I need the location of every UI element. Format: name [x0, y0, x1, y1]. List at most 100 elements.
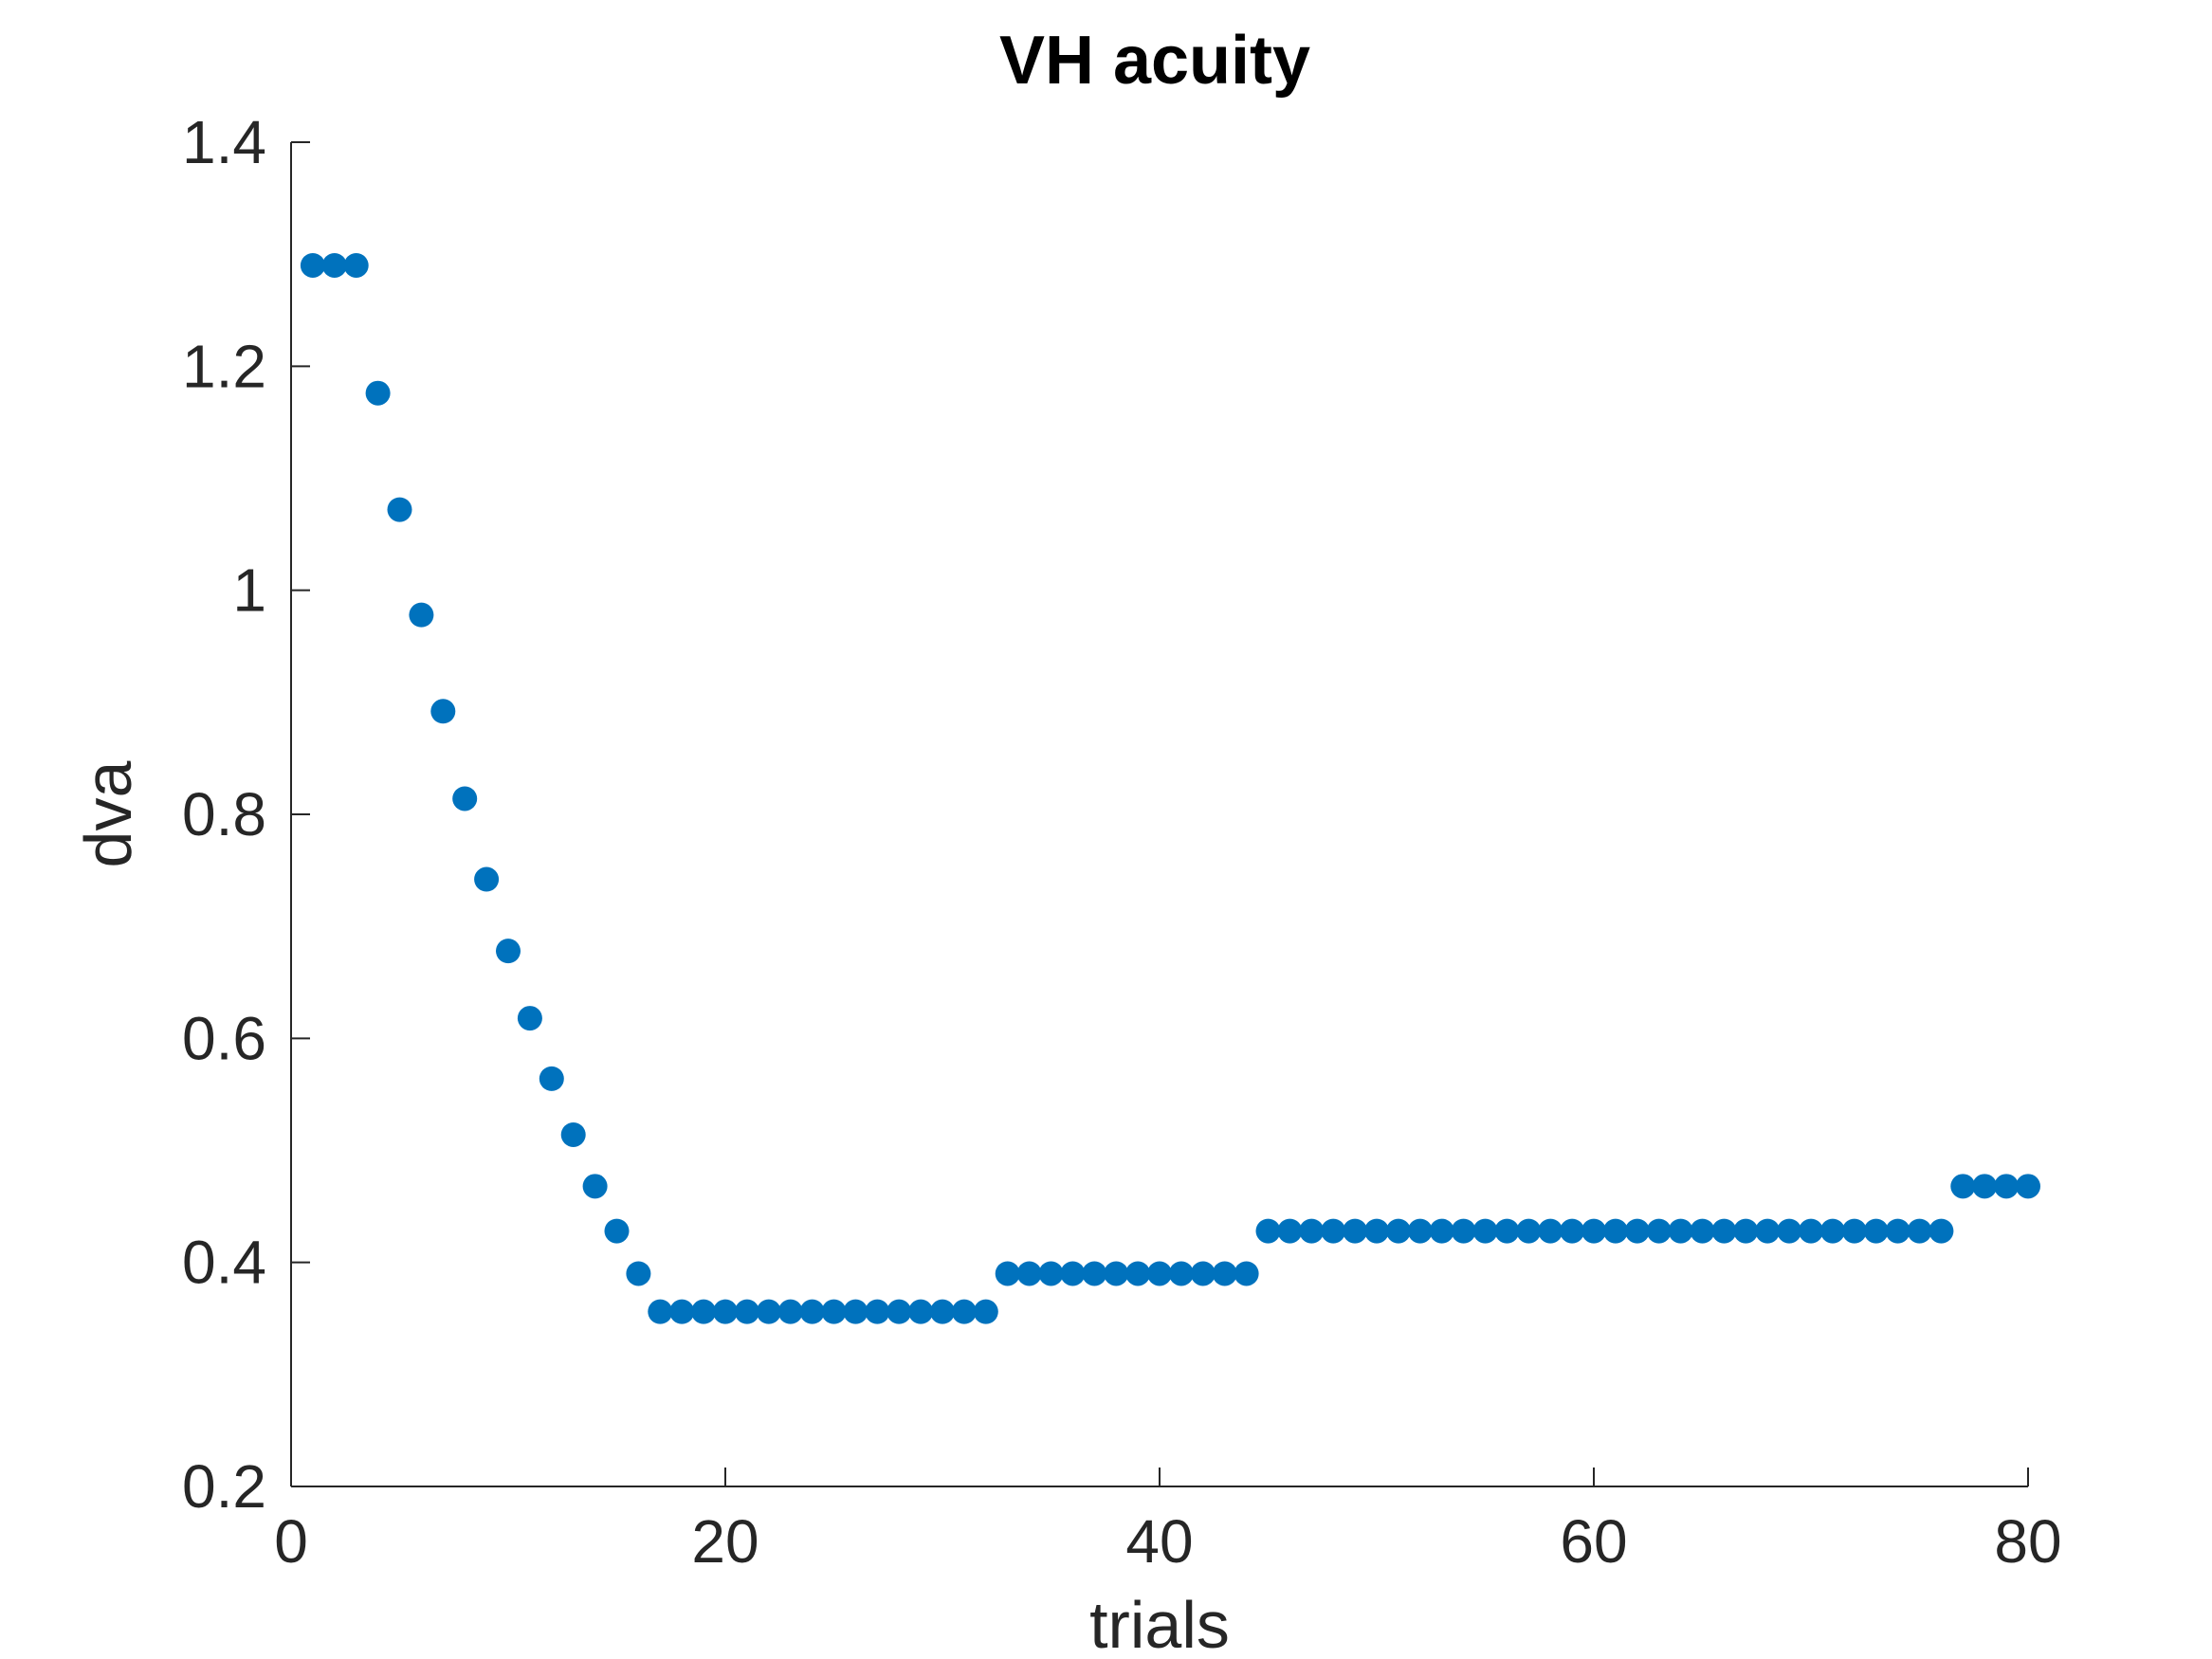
data-point — [648, 1299, 673, 1324]
data-point — [1799, 1218, 1823, 1244]
data-point — [387, 497, 412, 522]
data-point — [1407, 1218, 1433, 1244]
data-point — [1147, 1261, 1172, 1286]
data-point — [1234, 1261, 1259, 1286]
data-point — [1299, 1218, 1325, 1244]
data-point — [777, 1299, 803, 1324]
data-point — [1104, 1261, 1129, 1286]
data-point — [713, 1299, 738, 1324]
data-point — [343, 252, 369, 278]
data-point — [1994, 1174, 2020, 1199]
data-point — [1755, 1218, 1781, 1244]
data-point — [908, 1299, 934, 1324]
data-point — [821, 1299, 847, 1324]
data-point — [1038, 1261, 1064, 1286]
data-point — [1646, 1218, 1672, 1244]
data-point — [604, 1218, 630, 1244]
data-point — [1125, 1261, 1151, 1286]
x-tick-label: 20 — [691, 1507, 759, 1576]
data-point — [496, 939, 521, 964]
data-point — [1385, 1218, 1411, 1244]
data-point — [409, 602, 434, 628]
y-axis-ticks: 0.2 0.4 0.6 0.8 1 1.2 1.4 — [182, 108, 310, 1521]
x-tick-label: 40 — [1125, 1507, 1193, 1576]
data-point — [1819, 1218, 1845, 1244]
data-point — [1538, 1218, 1563, 1244]
y-tick-label: 1.2 — [182, 332, 266, 400]
data-point — [430, 699, 456, 724]
data-point — [1929, 1218, 1954, 1244]
x-tick-label: 60 — [1560, 1507, 1627, 1576]
chart-title: VH acuity — [999, 23, 1310, 99]
data-point — [1321, 1218, 1346, 1244]
data-point — [452, 786, 478, 811]
data-point — [865, 1299, 890, 1324]
x-axis-title: trials — [1089, 1588, 1230, 1659]
data-point — [669, 1299, 695, 1324]
data-point — [1429, 1218, 1454, 1244]
data-point — [582, 1174, 608, 1199]
data-point — [1581, 1218, 1606, 1244]
data-point — [1190, 1261, 1216, 1286]
data-point — [1016, 1261, 1042, 1286]
data-point — [560, 1121, 586, 1147]
x-tick-label: 80 — [1994, 1507, 2061, 1576]
data-point — [1602, 1218, 1628, 1244]
data-point — [756, 1299, 781, 1324]
data-point — [1711, 1218, 1737, 1244]
data-point — [1777, 1218, 1802, 1244]
data-point — [691, 1299, 717, 1324]
y-axis-title: dva — [71, 761, 145, 868]
data-point — [474, 866, 500, 892]
data-point — [1841, 1218, 1867, 1244]
x-axis-ticks: 0 20 40 60 80 — [274, 1468, 2062, 1576]
data-point — [321, 252, 347, 278]
data-point — [1950, 1174, 1976, 1199]
y-tick-label: 1 — [232, 556, 266, 625]
data-point — [1668, 1218, 1693, 1244]
data-point — [1733, 1218, 1759, 1244]
y-tick-label: 0.4 — [182, 1229, 266, 1297]
data-point — [843, 1299, 868, 1324]
data-point — [1494, 1218, 1520, 1244]
data-points — [300, 252, 2040, 1324]
data-point — [365, 380, 391, 406]
data-point — [1516, 1218, 1542, 1244]
data-point — [300, 252, 325, 278]
data-point — [1907, 1218, 1932, 1244]
data-point — [1343, 1218, 1368, 1244]
data-point — [517, 1006, 542, 1031]
data-point — [1885, 1218, 1910, 1244]
data-point — [887, 1299, 912, 1324]
data-point — [1560, 1218, 1585, 1244]
data-point — [1060, 1261, 1086, 1286]
data-point — [1255, 1218, 1281, 1244]
x-tick-label: 0 — [274, 1507, 308, 1576]
y-tick-label: 0.8 — [182, 780, 266, 848]
data-point — [1863, 1218, 1889, 1244]
data-point — [930, 1299, 955, 1324]
data-point — [2016, 1174, 2040, 1199]
data-point — [1277, 1218, 1303, 1244]
data-point — [1690, 1218, 1715, 1244]
data-point — [951, 1299, 977, 1324]
data-point — [626, 1261, 651, 1286]
data-point — [1168, 1261, 1194, 1286]
y-tick-label: 0.6 — [182, 1004, 266, 1072]
y-tick-label: 0.2 — [182, 1452, 266, 1521]
data-point — [1472, 1218, 1498, 1244]
data-point — [995, 1261, 1020, 1286]
data-point — [539, 1066, 564, 1091]
data-point — [799, 1299, 825, 1324]
data-point — [1972, 1174, 1998, 1199]
data-point — [1451, 1218, 1476, 1244]
data-point — [734, 1299, 759, 1324]
data-point — [1082, 1261, 1107, 1286]
data-point — [1364, 1218, 1389, 1244]
data-point — [1624, 1218, 1650, 1244]
data-point — [1212, 1261, 1237, 1286]
data-point — [973, 1299, 998, 1324]
y-tick-label: 1.4 — [182, 108, 266, 176]
